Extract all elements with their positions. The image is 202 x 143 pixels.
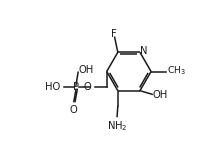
Text: O: O [69, 105, 77, 115]
Text: OH: OH [153, 90, 168, 100]
Text: OH: OH [79, 65, 94, 75]
Text: N: N [140, 46, 147, 56]
Text: F: F [111, 29, 117, 39]
Text: HO: HO [45, 82, 60, 92]
Text: NH$_2$: NH$_2$ [107, 120, 127, 133]
Text: O: O [84, 82, 92, 92]
Text: CH$_3$: CH$_3$ [167, 64, 186, 77]
Text: P: P [73, 82, 79, 92]
